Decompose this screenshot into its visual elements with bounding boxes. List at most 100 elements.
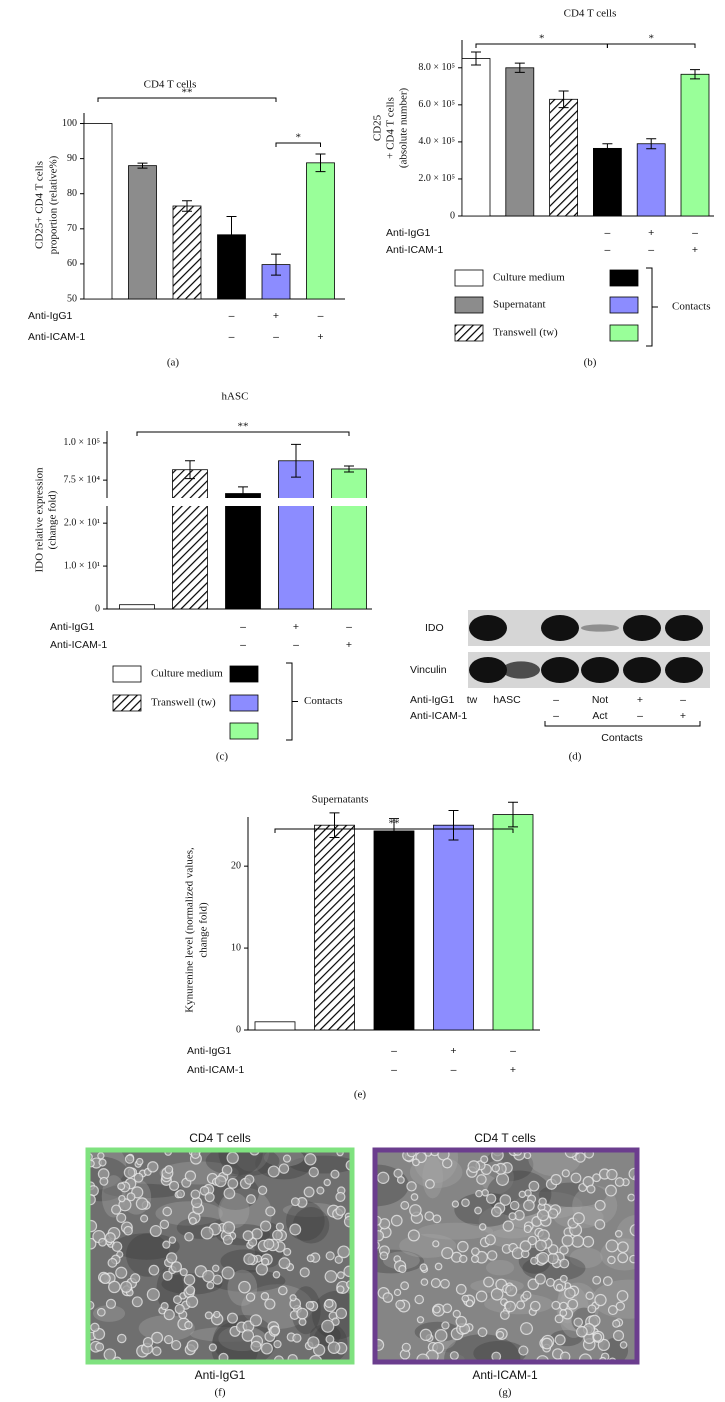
y-axis-label: change fold)	[198, 902, 210, 958]
cell	[336, 1271, 345, 1280]
cell	[441, 1246, 454, 1260]
y-tick-label: 1.0 × 10¹	[64, 560, 100, 571]
cell	[451, 1200, 460, 1208]
cell	[442, 1158, 453, 1169]
cell	[432, 1240, 440, 1248]
bar	[128, 165, 157, 300]
y-tick-label: 4.0 × 10⁵	[418, 136, 455, 147]
legend-bracket	[286, 662, 298, 741]
cell	[523, 1199, 535, 1212]
cell	[393, 1288, 402, 1297]
cell	[126, 1192, 136, 1202]
condition-mark: –	[346, 621, 352, 633]
cell	[491, 1164, 500, 1173]
cell	[335, 1191, 346, 1202]
cell	[334, 1255, 343, 1264]
cell	[471, 1247, 480, 1256]
y-axis-label: CD25+ CD4 T cells	[34, 161, 46, 249]
cell	[592, 1275, 602, 1285]
cell	[586, 1184, 596, 1194]
cell	[98, 1158, 107, 1167]
cell	[202, 1269, 215, 1283]
cell	[251, 1228, 263, 1240]
cell	[592, 1173, 601, 1183]
panel-label: (e)	[354, 1089, 367, 1101]
blot-band	[581, 624, 619, 632]
blot-band	[541, 657, 579, 683]
y-tick-label: 90	[67, 153, 77, 164]
cell	[330, 1169, 340, 1179]
cell	[270, 1325, 281, 1336]
bar	[505, 67, 535, 217]
cell	[412, 1158, 420, 1167]
legend-group-label: Contacts	[304, 695, 343, 707]
cell	[605, 1184, 617, 1197]
condition-mark: +	[273, 310, 279, 322]
cell	[306, 1254, 315, 1263]
cell	[260, 1292, 270, 1301]
cell	[103, 1348, 117, 1361]
cell	[289, 1294, 297, 1302]
cell	[419, 1328, 433, 1341]
error-bar	[226, 216, 237, 254]
error-bar	[182, 200, 192, 212]
significance-bracket	[606, 43, 696, 48]
condition-mark: –	[391, 1045, 397, 1057]
cell	[130, 1273, 141, 1284]
cell	[424, 1211, 435, 1221]
cell	[550, 1173, 562, 1186]
cell	[587, 1304, 597, 1314]
cell	[442, 1303, 453, 1314]
condition-mark: –	[451, 1064, 457, 1076]
cell	[480, 1155, 489, 1164]
group-label: Contacts	[601, 732, 642, 744]
cell	[478, 1223, 487, 1231]
cell	[538, 1197, 547, 1206]
cell	[204, 1192, 215, 1203]
bar	[373, 830, 415, 1031]
cell	[292, 1333, 302, 1343]
y-tick-label: 80	[67, 188, 77, 199]
cell	[184, 1231, 194, 1242]
cell	[559, 1245, 569, 1255]
bar	[636, 143, 666, 217]
cell	[243, 1253, 256, 1266]
condition-mark: tw	[467, 694, 478, 706]
cell	[554, 1334, 566, 1346]
condition-mark: +	[346, 639, 352, 651]
cell	[505, 1284, 518, 1297]
legend-swatch	[454, 324, 484, 342]
bar	[306, 162, 335, 300]
cell	[534, 1239, 547, 1252]
y-axis-label: + CD4 T cells	[385, 97, 397, 159]
condition-mark: –	[692, 227, 698, 239]
shade-patch	[569, 1247, 603, 1269]
cell	[475, 1189, 483, 1198]
cell	[324, 1298, 334, 1309]
cell	[461, 1294, 470, 1303]
bar	[225, 493, 261, 610]
cell	[131, 1296, 143, 1308]
y-axis-label: (change fold)	[47, 490, 59, 549]
error-bar	[471, 51, 481, 66]
cell	[282, 1154, 292, 1163]
condition-mark: hASC	[493, 694, 521, 706]
cell	[221, 1164, 233, 1176]
y-tick-label: 1.0 × 10⁵	[63, 437, 100, 448]
cell	[522, 1290, 532, 1300]
cell	[614, 1229, 623, 1238]
cell	[523, 1151, 532, 1160]
blot-band	[581, 657, 619, 683]
y-axis-label: IDO relative expression	[34, 467, 46, 573]
legend-label: Supernatant	[493, 299, 546, 311]
legend-swatch	[229, 722, 259, 740]
cell	[551, 1300, 561, 1310]
cell	[96, 1307, 106, 1317]
cell	[407, 1229, 420, 1242]
cell	[162, 1206, 173, 1217]
cell	[474, 1206, 482, 1215]
cell	[185, 1285, 196, 1296]
bar	[331, 468, 367, 610]
cell	[547, 1208, 559, 1219]
condition-mark: –	[680, 694, 686, 706]
